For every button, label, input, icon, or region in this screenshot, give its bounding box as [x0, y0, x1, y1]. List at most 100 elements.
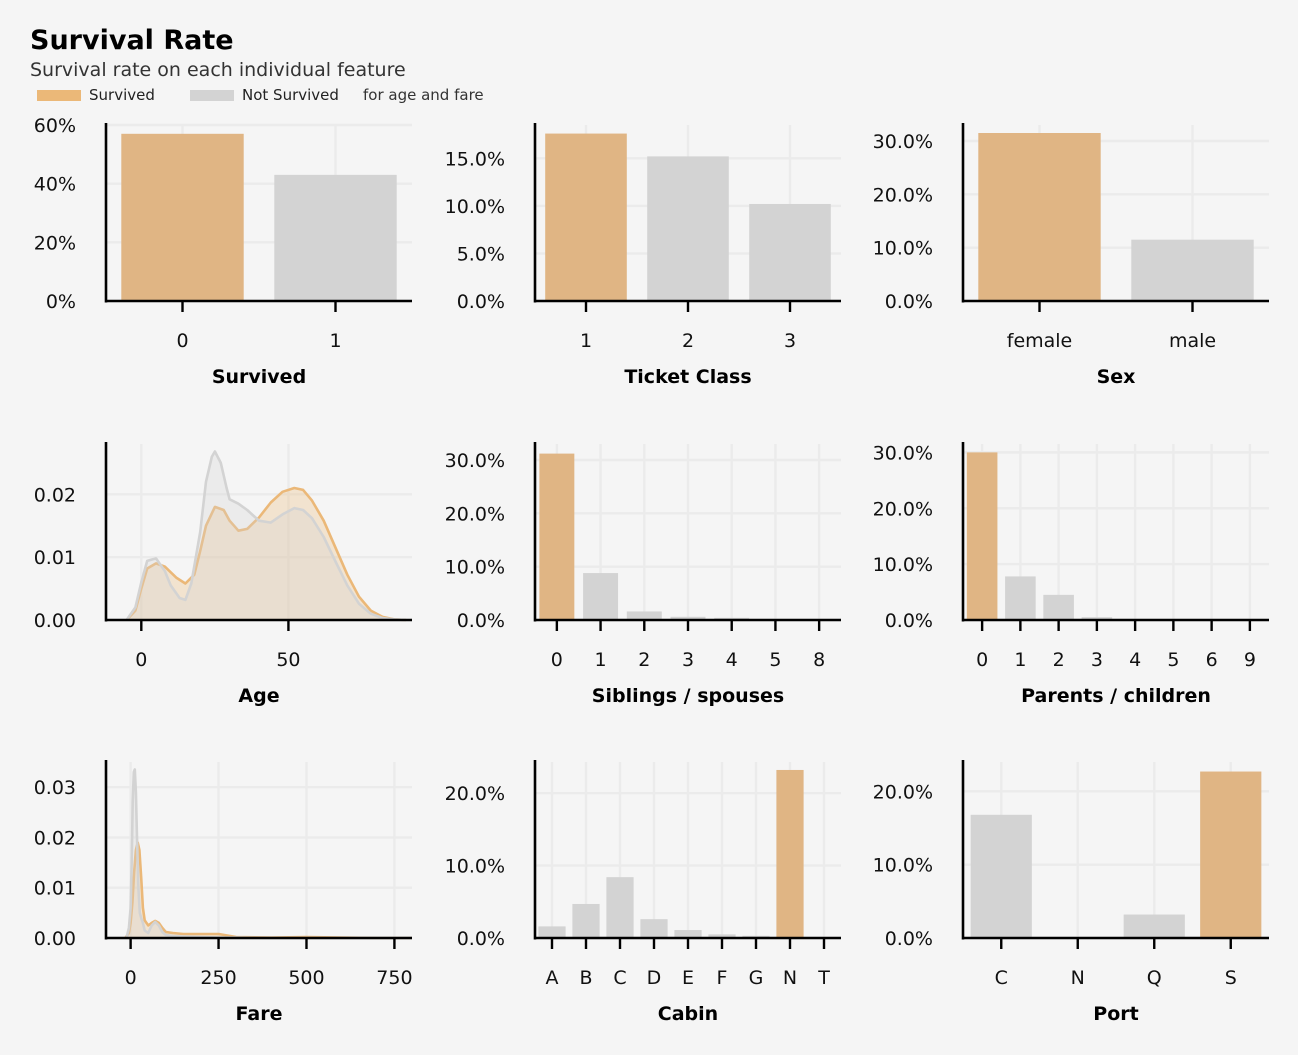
age-xtick-label: 0	[135, 649, 147, 671]
parch-xtick-label: 3	[1091, 649, 1103, 671]
pclass-xtick-label: 1	[580, 330, 592, 352]
pclass-ytick-label: 5.0%	[457, 243, 505, 265]
sex-xtick-label: male	[1169, 330, 1216, 352]
survived-xlabel: Survived	[212, 366, 306, 388]
age-ytick-label: 0.00	[34, 610, 76, 632]
pclass-ytick-label: 15.0%	[445, 148, 505, 170]
port-xtick-label: S	[1225, 967, 1237, 989]
sibsp-xlabel: Siblings / spouses	[592, 685, 784, 707]
parch-xtick-label: 9	[1244, 649, 1256, 671]
cabin-bar-D	[640, 919, 668, 938]
pclass-xlabel: Ticket Class	[624, 366, 751, 388]
fare-xtick-label: 250	[200, 967, 236, 989]
parch-xtick-label: 0	[976, 649, 988, 671]
legend-swatch-survived	[37, 90, 81, 101]
port-ytick-label: 10.0%	[873, 855, 933, 877]
age-ytick-label: 0.01	[34, 547, 76, 569]
sex-bar-male	[1131, 239, 1254, 301]
fare-xtick-label: 0	[125, 967, 137, 989]
cabin-bar-B	[572, 903, 600, 938]
age-line-survived	[125, 486, 407, 622]
port-bar-C	[970, 814, 1032, 938]
parch-ytick-label: 20.0%	[873, 498, 933, 520]
fare-ytick-label: 0.01	[34, 878, 76, 900]
cabin-xtick-label: E	[682, 967, 694, 989]
sibsp-xtick-label: 0	[551, 649, 563, 671]
cabin-ytick-label: 20.0%	[445, 783, 505, 805]
fare-ytick-label: 0.03	[34, 777, 76, 799]
survived-xtick-label: 1	[329, 330, 341, 352]
sibsp-bar-1	[583, 573, 619, 620]
cabin-xtick-label: N	[783, 967, 797, 989]
sibsp-bar-0	[539, 453, 575, 620]
port-ytick-label: 0.0%	[885, 928, 933, 950]
legend-label-survived: Survived	[89, 86, 155, 104]
age-line-not-survived	[125, 450, 407, 622]
sibsp-xtick-label: 4	[726, 649, 738, 671]
legend-swatch-not-survived	[190, 90, 234, 101]
port-bar-Q	[1123, 914, 1185, 938]
chart-title: Survival Rate	[30, 25, 234, 56]
age-ytick-label: 0.02	[34, 484, 76, 506]
age-area-survived	[126, 488, 407, 620]
cabin-bar-A	[538, 926, 566, 938]
parch-xtick-label: 5	[1167, 649, 1179, 671]
cabin-bar-F	[708, 934, 736, 938]
fare-area-not-survived	[126, 769, 413, 938]
age-xtick-label: 50	[276, 649, 300, 671]
sex-ytick-label: 10.0%	[873, 238, 933, 260]
pclass-bar-2	[647, 156, 729, 301]
sibsp-bar-2	[626, 611, 662, 620]
cabin-bar-E	[674, 930, 702, 938]
age-xlabel: Age	[238, 685, 279, 707]
sibsp-xtick-label: 1	[595, 649, 607, 671]
sibsp-ytick-label: 0.0%	[457, 610, 505, 632]
parch-bar-0	[966, 452, 998, 620]
cabin-xtick-label: T	[817, 967, 830, 989]
fare-xtick-label: 500	[288, 967, 324, 989]
sibsp-ytick-label: 20.0%	[445, 503, 505, 525]
parch-ytick-label: 30.0%	[873, 442, 933, 464]
survived-ytick-label: 0%	[46, 291, 76, 313]
port-xtick-label: N	[1071, 967, 1085, 989]
pclass-bar-3	[749, 203, 831, 301]
sibsp-bar-3	[670, 616, 706, 620]
port-ytick-label: 20.0%	[873, 781, 933, 803]
sibsp-ytick-label: 10.0%	[445, 557, 505, 579]
sex-ytick-label: 0.0%	[885, 291, 933, 313]
cabin-xtick-label: C	[613, 967, 626, 989]
fare-line-survived	[124, 841, 412, 940]
sibsp-ytick-label: 30.0%	[445, 450, 505, 472]
pclass-bar-1	[545, 133, 627, 301]
cabin-xlabel: Cabin	[658, 1003, 718, 1025]
cabin-xtick-label: D	[647, 967, 662, 989]
sibsp-xtick-label: 5	[769, 649, 781, 671]
port-bar-S	[1200, 771, 1262, 938]
fare-xlabel: Fare	[236, 1003, 283, 1025]
cabin-ytick-label: 0.0%	[457, 928, 505, 950]
parch-bar-2	[1043, 594, 1074, 620]
fare-ytick-label: 0.02	[34, 827, 76, 849]
parch-xtick-label: 1	[1014, 649, 1026, 671]
port-xtick-label: C	[995, 967, 1008, 989]
sibsp-xtick-label: 3	[682, 649, 694, 671]
port-xlabel: Port	[1093, 1003, 1138, 1025]
cabin-xtick-label: F	[717, 967, 728, 989]
survived-ytick-label: 40%	[34, 174, 76, 196]
parch-bar-3	[1081, 617, 1113, 620]
legend-label-not-survived: Not Survived	[242, 86, 339, 104]
survived-ytick-label: 60%	[34, 115, 76, 137]
sex-bar-female	[978, 133, 1101, 301]
survived-bar-0	[121, 133, 244, 301]
pclass-xtick-label: 2	[682, 330, 694, 352]
sex-xtick-label: female	[1007, 330, 1073, 352]
sex-ytick-label: 30.0%	[873, 131, 933, 153]
parch-ytick-label: 0.0%	[885, 610, 933, 632]
parch-xlabel: Parents / children	[1021, 685, 1211, 707]
survived-bar-1	[274, 174, 397, 301]
cabin-bar-C	[606, 877, 634, 938]
cabin-xtick-label: B	[579, 967, 592, 989]
survived-xtick-label: 0	[176, 330, 188, 352]
